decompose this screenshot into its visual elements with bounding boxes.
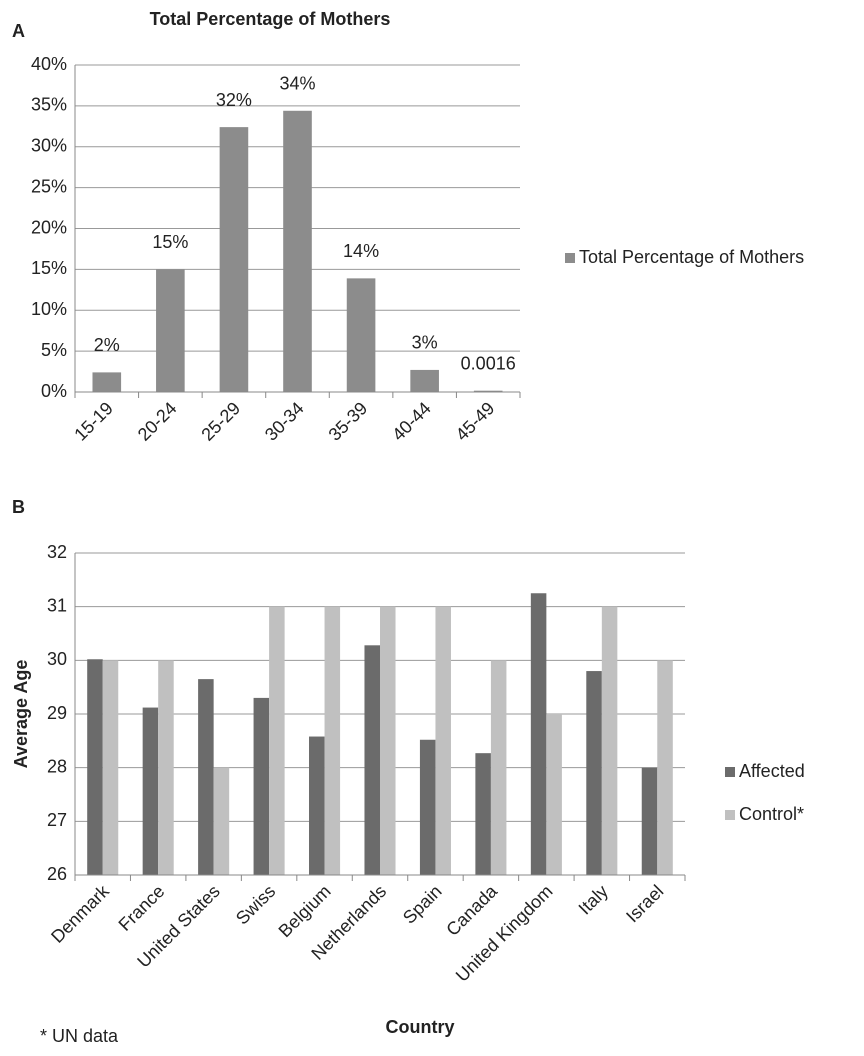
x-tick-label: 30-34 <box>261 398 308 445</box>
bar <box>346 278 376 392</box>
bar <box>142 707 159 875</box>
bar <box>601 606 618 875</box>
x-tick-label: Italy <box>575 881 612 918</box>
y-tick-label: 35% <box>31 95 67 115</box>
y-tick-label: 20% <box>31 217 67 237</box>
legend-label: Control* <box>739 804 804 824</box>
y-tick-label: 28 <box>47 756 67 776</box>
x-tick-label: Swiss <box>232 881 279 928</box>
data-label: 14% <box>343 241 379 261</box>
bar <box>410 369 439 392</box>
panel-label: A <box>12 21 25 41</box>
data-label: 2% <box>94 335 120 355</box>
data-label: 15% <box>152 232 188 252</box>
data-label: 34% <box>279 74 315 94</box>
x-tick-label: 40-44 <box>388 398 435 445</box>
y-tick-label: 15% <box>31 258 67 278</box>
legend-swatch <box>725 767 735 777</box>
bar <box>102 660 119 875</box>
legend-swatch <box>565 253 575 263</box>
bar <box>546 714 562 875</box>
y-tick-label: 26 <box>47 864 67 884</box>
x-tick-label: 45-49 <box>452 398 499 445</box>
bar <box>530 593 547 875</box>
legend-label: Total Percentage of Mothers <box>579 247 804 267</box>
y-tick-label: 32 <box>47 542 67 562</box>
chart-title: Total Percentage of Mothers <box>150 9 391 29</box>
y-tick-label: 10% <box>31 299 67 319</box>
x-tick-label: Denmark <box>47 880 113 946</box>
x-tick-label: 25-29 <box>197 398 244 445</box>
x-tick-label: Spain <box>399 881 446 928</box>
y-tick-label: 5% <box>41 340 67 360</box>
bar <box>87 659 103 875</box>
bar <box>435 606 451 875</box>
bar <box>475 753 491 875</box>
x-tick-label: 20-24 <box>134 398 181 445</box>
bar <box>419 739 436 875</box>
x-tick-label: 35-39 <box>325 398 372 445</box>
bar <box>198 679 214 875</box>
y-tick-label: 25% <box>31 176 67 196</box>
x-axis-label: Country <box>386 1017 455 1037</box>
bar <box>219 127 249 392</box>
bar <box>213 767 230 875</box>
bar <box>586 671 602 875</box>
bar <box>158 660 174 875</box>
bar <box>473 390 503 392</box>
data-label: 32% <box>216 90 252 110</box>
x-tick-label: Israel <box>622 881 667 926</box>
bar <box>364 645 380 875</box>
legend-label: Affected <box>739 761 805 781</box>
x-tick-label: France <box>115 881 169 935</box>
y-tick-label: 0% <box>41 381 67 401</box>
legend-swatch <box>725 810 735 820</box>
y-axis-label: Average Age <box>11 660 31 769</box>
bar <box>490 660 507 875</box>
y-tick-label: 27 <box>47 810 67 830</box>
bar <box>324 606 341 875</box>
x-tick-label: 15-19 <box>70 398 117 445</box>
bar <box>156 269 185 392</box>
data-label: 0.0016 <box>461 353 516 373</box>
bar <box>641 767 658 875</box>
y-tick-label: 31 <box>47 595 67 615</box>
y-tick-label: 40% <box>31 54 67 74</box>
y-tick-label: 29 <box>47 703 67 723</box>
bar <box>380 606 396 875</box>
footnote: * UN data <box>40 1026 119 1046</box>
y-tick-label: 30% <box>31 136 67 156</box>
x-tick-label: United Kingdom <box>452 881 557 986</box>
bar <box>269 606 285 875</box>
bar <box>253 697 270 875</box>
data-label: 3% <box>412 333 438 353</box>
bar <box>92 372 122 392</box>
bar <box>283 110 312 392</box>
panel-label: B <box>12 497 25 517</box>
bar <box>309 736 325 875</box>
y-tick-label: 30 <box>47 649 67 669</box>
bar <box>657 660 673 875</box>
